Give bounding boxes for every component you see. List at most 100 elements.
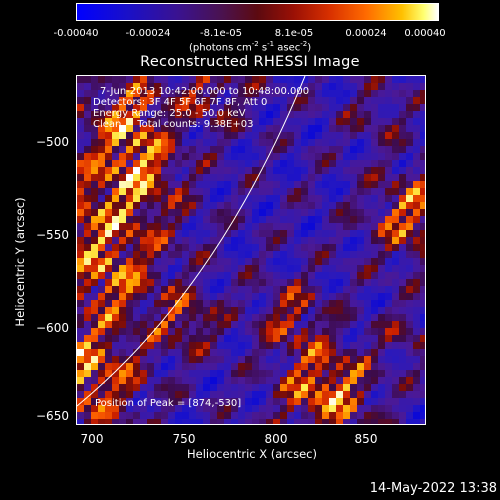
heatmap-cell [175, 104, 182, 111]
heatmap-cell [371, 342, 378, 349]
heatmap-cell [140, 111, 147, 118]
heatmap-cell [343, 279, 350, 286]
heatmap-cell [399, 377, 406, 384]
heatmap-cell [322, 258, 329, 265]
heatmap-cell [371, 279, 378, 286]
heatmap-cell [133, 111, 140, 118]
heatmap-cell [119, 237, 126, 244]
heatmap-cell [350, 377, 357, 384]
heatmap-cell [105, 279, 112, 286]
heatmap-cell [224, 377, 231, 384]
heatmap-cell [112, 349, 119, 356]
heatmap-cell [294, 279, 301, 286]
heatmap-cell [231, 132, 238, 139]
heatmap-cell [336, 279, 343, 286]
heatmap-cell [105, 223, 112, 230]
heatmap-cell [245, 370, 252, 377]
heatmap-cell [322, 293, 329, 300]
heatmap-cell [245, 153, 252, 160]
heatmap-cell [77, 209, 84, 216]
heatmap-cell [273, 244, 280, 251]
heatmap-cell [315, 125, 322, 132]
timestamp: 14-May-2022 13:38 [369, 481, 497, 496]
heatmap-cell [189, 356, 196, 363]
heatmap-cell [245, 335, 252, 342]
heatmap-cell [420, 125, 425, 132]
heatmap-cell [112, 335, 119, 342]
heatmap-cell [126, 76, 133, 83]
heatmap-cell [238, 118, 245, 125]
heatmap-cell [266, 118, 273, 125]
heatmap-cell [350, 363, 357, 370]
heatmap-cell [329, 328, 336, 335]
heatmap-cell [154, 153, 161, 160]
heatmap-cell [294, 139, 301, 146]
heatmap-cell [224, 118, 231, 125]
heatmap-cell [336, 342, 343, 349]
heatmap-cell [329, 97, 336, 104]
heatmap-cell [182, 111, 189, 118]
heatmap-cell [98, 265, 105, 272]
heatmap-cell [252, 377, 259, 384]
heatmap-cell [98, 384, 105, 391]
heatmap-cell [91, 419, 98, 424]
heatmap-cell [287, 335, 294, 342]
heatmap-cell [350, 384, 357, 391]
heatmap-cell [77, 111, 84, 118]
heatmap-cell [266, 279, 273, 286]
heatmap-cell [273, 97, 280, 104]
heatmap-cell [105, 167, 112, 174]
heatmap-cell [308, 258, 315, 265]
heatmap-cell [329, 125, 336, 132]
heatmap-cell [259, 272, 266, 279]
heatmap-cell [357, 90, 364, 97]
heatmap-cell [406, 174, 413, 181]
heatmap-cell [308, 139, 315, 146]
heatmap-cell [329, 349, 336, 356]
heatmap-cell [154, 391, 161, 398]
heatmap-cell [336, 90, 343, 97]
heatmap-cell [98, 216, 105, 223]
heatmap-cell [308, 209, 315, 216]
heatmap-cell [238, 258, 245, 265]
heatmap-cell [84, 328, 91, 335]
heatmap-cell [112, 314, 119, 321]
heatmap-cell [315, 321, 322, 328]
heatmap-cell [224, 307, 231, 314]
heatmap-cell [273, 412, 280, 419]
heatmap-cell [105, 293, 112, 300]
heatmap-cell [217, 419, 224, 424]
colorbar-tick: 0.00024 [345, 28, 387, 39]
heatmap-cell [392, 111, 399, 118]
heatmap-cell [294, 314, 301, 321]
heatmap-cell [154, 132, 161, 139]
heatmap-cell [91, 202, 98, 209]
heatmap-cell [245, 412, 252, 419]
heatmap-cell [378, 342, 385, 349]
heatmap-cell [378, 174, 385, 181]
heatmap-cell [98, 118, 105, 125]
heatmap-cell [273, 216, 280, 223]
heatmap-cell [217, 160, 224, 167]
heatmap-cell [84, 216, 91, 223]
heatmap-cell [91, 342, 98, 349]
heatmap-cell [84, 223, 91, 230]
heatmap-cell [364, 209, 371, 216]
heatmap-cell [168, 139, 175, 146]
heatmap-cell [231, 342, 238, 349]
heatmap-cell [126, 391, 133, 398]
heatmap-cell [308, 251, 315, 258]
heatmap-cell [413, 160, 420, 167]
heatmap-cell [119, 370, 126, 377]
heatmap-cell [252, 181, 259, 188]
heatmap-cell [147, 314, 154, 321]
heatmap-cell [161, 97, 168, 104]
heatmap-cell [210, 321, 217, 328]
heatmap-cell [315, 251, 322, 258]
heatmap-cell [322, 356, 329, 363]
heatmap-cell [385, 321, 392, 328]
heatmap-cell [301, 216, 308, 223]
heatmap-cell [266, 265, 273, 272]
heatmap-cell [350, 202, 357, 209]
heatmap-cell [308, 349, 315, 356]
